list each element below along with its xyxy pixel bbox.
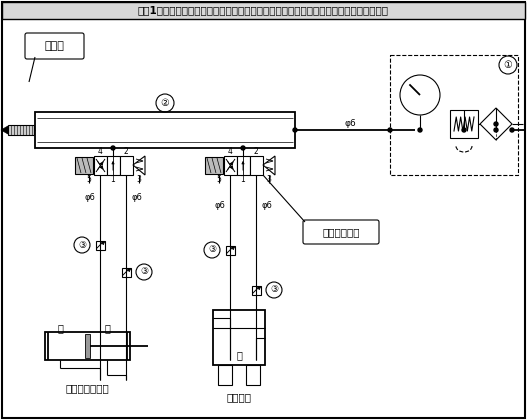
Text: 3: 3 — [267, 174, 271, 184]
Bar — [35, 112, 295, 148]
Bar — [213, 310, 265, 365]
Circle shape — [510, 128, 514, 132]
Circle shape — [293, 128, 297, 132]
Text: φ6: φ6 — [84, 192, 95, 202]
Text: 【図1】空気圧駆動システムの設計図（ビンゴゲーム機のカラーボールクランプ機構部）: 【図1】空気圧駆動システムの設計図（ビンゴゲーム機のカラーボールクランプ機構部） — [138, 5, 389, 16]
Bar — [45, 332, 130, 360]
Bar — [122, 268, 131, 276]
FancyBboxPatch shape — [25, 33, 84, 59]
Bar — [246, 365, 260, 385]
Bar — [251, 286, 260, 294]
Text: チャック上下軸: チャック上下軸 — [66, 383, 110, 393]
Circle shape — [388, 128, 392, 132]
Circle shape — [111, 146, 115, 150]
Text: 1: 1 — [241, 174, 246, 184]
Bar — [94, 156, 107, 175]
Text: ②: ② — [161, 98, 169, 108]
Text: チャック: チャック — [227, 392, 251, 402]
Text: 消音器: 消音器 — [45, 41, 64, 51]
Bar — [2, 2, 525, 19]
Bar — [390, 55, 518, 175]
Bar — [8, 125, 34, 135]
Polygon shape — [1, 126, 8, 134]
Text: φ6: φ6 — [261, 200, 272, 210]
Bar — [224, 156, 237, 175]
Bar — [218, 365, 232, 385]
Text: 単動シリンダ: 単動シリンダ — [322, 227, 360, 237]
Text: 1: 1 — [111, 174, 115, 184]
Text: 開: 開 — [236, 350, 242, 360]
Text: 3: 3 — [136, 174, 141, 184]
Bar — [226, 246, 235, 255]
Text: 上: 上 — [57, 323, 63, 333]
Text: 4: 4 — [228, 147, 232, 157]
Text: φ6: φ6 — [131, 192, 142, 202]
Text: ③: ③ — [140, 268, 148, 276]
Bar — [75, 157, 93, 174]
Circle shape — [418, 128, 422, 132]
Circle shape — [400, 75, 440, 115]
Text: 2: 2 — [253, 147, 258, 157]
Text: ①: ① — [504, 60, 512, 70]
Circle shape — [462, 128, 466, 132]
Text: 2: 2 — [124, 147, 129, 157]
Circle shape — [494, 128, 498, 132]
Bar — [205, 157, 223, 174]
Bar — [120, 156, 133, 175]
Bar — [85, 334, 90, 358]
Bar — [237, 156, 250, 175]
FancyBboxPatch shape — [303, 220, 379, 244]
Bar — [250, 156, 263, 175]
Bar — [450, 110, 478, 138]
Text: φ6: φ6 — [344, 118, 356, 128]
Text: 下: 下 — [104, 323, 110, 333]
Text: ③: ③ — [208, 246, 216, 255]
Polygon shape — [480, 108, 512, 140]
Circle shape — [494, 122, 498, 126]
Text: ③: ③ — [270, 286, 278, 294]
Text: ③: ③ — [78, 241, 86, 249]
Bar — [95, 241, 104, 249]
Bar — [107, 156, 120, 175]
Text: φ6: φ6 — [214, 200, 225, 210]
Text: 5: 5 — [217, 174, 221, 184]
Text: 5: 5 — [86, 174, 92, 184]
Circle shape — [241, 146, 245, 150]
Text: 4: 4 — [97, 147, 102, 157]
